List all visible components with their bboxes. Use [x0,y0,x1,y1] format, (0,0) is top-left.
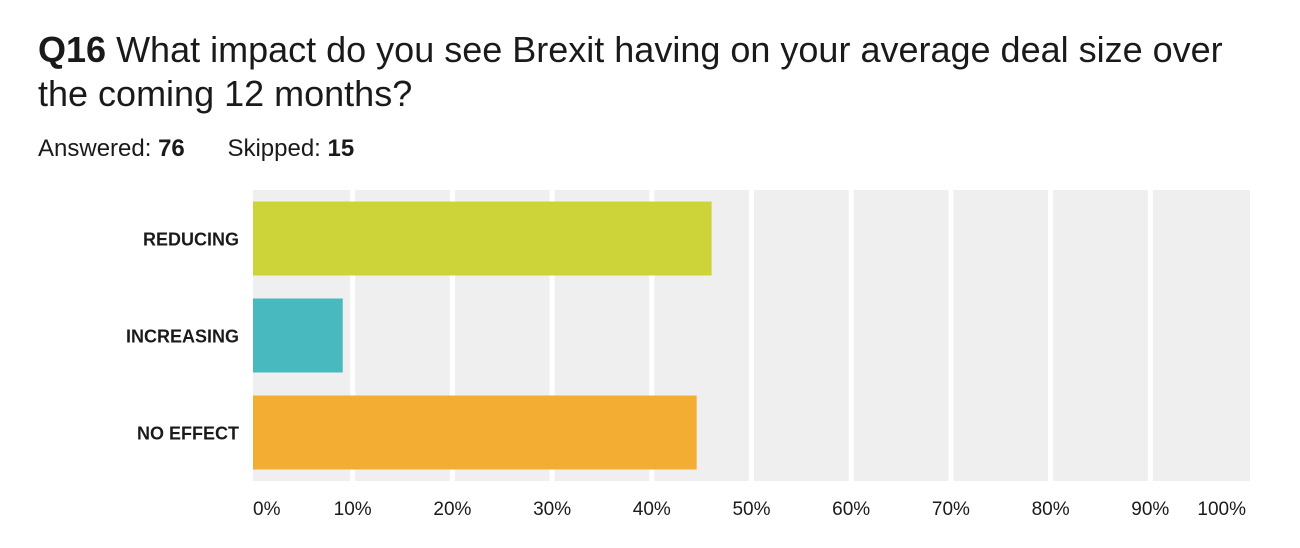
x-tick-label: 20% [433,499,471,520]
x-tick-labels: 0% 10% 20% 30% 40% 50% 60% 70% 80% 90% 100% [253,499,1246,520]
skipped-count: 15 [327,135,355,162]
question-title: Q16 What impact do you see Brexit having… [38,28,1268,116]
bar-reducing [253,201,712,276]
x-tick-label: 10% [334,499,372,520]
question-number: Q16 [38,29,107,70]
category-label: REDUCING [143,230,239,250]
x-tick-label: 90% [1131,499,1169,520]
answered-count: 76 [158,135,185,162]
response-stats: Answered: 76 Skipped: 15 [38,134,354,164]
bars [253,201,712,470]
skipped-stat: Skipped: 15 [227,135,354,162]
bar-no-effect [253,395,697,470]
x-tick-label: 60% [832,499,870,520]
x-tick-label: 50% [732,499,770,520]
category-label: INCREASING [126,327,239,347]
skipped-label: Skipped: [227,135,321,162]
x-tick-label: 0% [253,499,281,520]
bar-increasing [253,298,343,373]
x-tick-label: 80% [1032,499,1070,520]
question-text: What impact do you see Brexit having on … [38,29,1223,114]
x-tick-label: 40% [633,499,671,520]
category-labels: REDUCING INCREASING NO EFFECT [126,230,239,444]
x-tick-label: 70% [932,499,970,520]
answered-stat: Answered: 76 [38,135,185,162]
category-label: NO EFFECT [137,424,239,444]
x-tick-label: 100% [1197,499,1246,520]
answered-label: Answered: [38,135,152,162]
x-tick-label: 30% [533,499,571,520]
